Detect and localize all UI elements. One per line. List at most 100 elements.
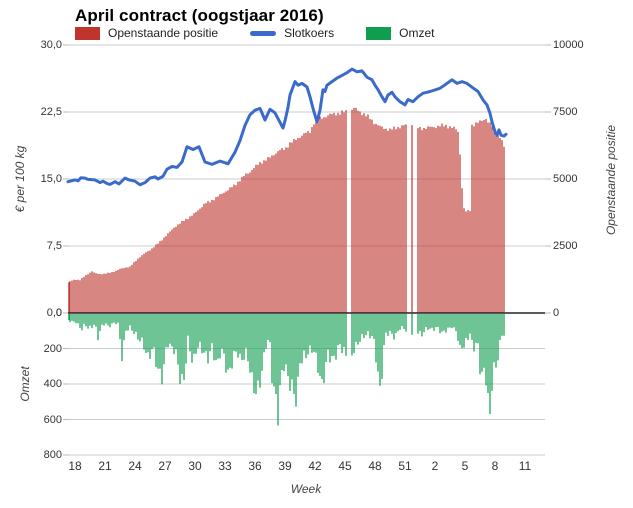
legend-swatch-red-icon — [75, 26, 100, 40]
omzet-bar — [143, 314, 145, 350]
omzet-bar — [377, 314, 379, 372]
omzet-bar — [285, 314, 287, 365]
omzet-bar — [327, 314, 329, 350]
omzet-bar — [481, 314, 483, 372]
openstaande-positie-bar — [151, 248, 153, 313]
openstaande-positie-bar — [313, 124, 315, 313]
openstaande-positie-bar — [461, 188, 463, 313]
openstaande-positie-bar — [465, 211, 467, 313]
omzet-bar — [159, 314, 161, 369]
omzet-bar — [137, 314, 139, 340]
omzet-bar — [271, 314, 273, 384]
legend-item-slotkoers[interactable]: Slotkoers — [250, 26, 334, 40]
openstaande-positie-bar — [191, 215, 193, 313]
omzet-bar — [85, 314, 87, 327]
openstaande-positie-bar — [307, 131, 309, 313]
openstaande-positie-bar — [95, 273, 97, 313]
openstaande-positie-bar — [341, 110, 343, 313]
omzet-bar — [395, 314, 397, 333]
omzet-bar — [313, 314, 315, 352]
openstaande-positie-bar — [501, 140, 503, 313]
omzet-bar — [171, 314, 173, 347]
omzet-bar — [155, 314, 157, 368]
omzet-bar — [423, 314, 425, 333]
omzet-bar — [403, 314, 405, 329]
week-axis-tick-label: 5 — [461, 459, 469, 473]
omzet-bar — [283, 314, 285, 372]
omzet-bar — [235, 314, 237, 352]
openstaande-positie-bar — [103, 273, 105, 313]
openstaande-positie-bar — [481, 121, 483, 313]
omzet-bar — [121, 314, 123, 362]
openstaande-positie-bar — [411, 125, 413, 313]
omzet-bar — [459, 314, 461, 345]
openstaande-positie-bar — [487, 122, 489, 314]
openstaande-positie-bar — [375, 123, 377, 313]
openstaande-positie-bar — [293, 138, 295, 313]
omzet-bar — [353, 314, 355, 354]
openstaande-positie-bar — [227, 190, 229, 313]
openstaande-positie-bar — [367, 114, 369, 313]
openstaande-positie-bar — [203, 203, 205, 313]
legend: Openstaande positie Slotkoers Omzet — [75, 26, 434, 40]
openstaande-positie-bar — [437, 125, 439, 314]
openstaande-positie-bar — [133, 262, 135, 313]
openstaande-positie-bar — [225, 191, 227, 313]
openstaande-positie-bar — [423, 127, 425, 313]
axis-title-openstaande-positie: Openstaande positie — [604, 124, 618, 236]
openstaande-positie-bar — [145, 252, 147, 313]
omzet-bar — [79, 314, 81, 328]
omzet-bar — [299, 314, 301, 364]
omzet-bar — [475, 314, 477, 343]
openstaande-positie-bar — [245, 173, 247, 313]
openstaande-positie-bar — [115, 270, 117, 313]
openstaande-positie-bar — [181, 220, 183, 313]
omzet-bar — [281, 314, 283, 371]
openstaande-positie-bar — [97, 273, 99, 313]
omzet-bar — [119, 314, 121, 340]
openstaande-positie-bar — [311, 126, 313, 313]
legend-label: Slotkoers — [284, 26, 335, 40]
omzet-axis-tick-label: 200 — [43, 342, 62, 355]
omzet-bar — [301, 314, 303, 364]
omzet-bar — [323, 314, 325, 384]
openstaande-positie-bar — [323, 117, 325, 314]
openstaande-positie-bar — [361, 115, 363, 313]
omzet-bar — [253, 314, 255, 394]
openstaande-positie-bar — [127, 267, 129, 313]
omzet-bar — [437, 314, 439, 327]
omzet-bar — [111, 314, 113, 324]
omzet-bar — [157, 314, 159, 369]
openstaande-positie-bar — [305, 132, 307, 313]
omzet-bar — [381, 314, 383, 379]
openstaande-positie-bar — [439, 126, 441, 313]
omzet-bar — [135, 314, 137, 332]
omzet-bar — [315, 314, 317, 353]
omzet-bar — [441, 314, 443, 332]
openstaande-positie-bar — [427, 126, 429, 313]
week-axis-tick-label: 45 — [338, 459, 352, 473]
omzet-bar — [251, 314, 253, 373]
omzet-bar — [97, 314, 99, 341]
omzet-bar — [145, 314, 147, 353]
openstaande-positie-bar — [387, 130, 389, 313]
openstaande-positie-bar — [257, 164, 259, 313]
openstaande-positie-bar — [241, 176, 243, 313]
openstaande-positie-bar — [495, 133, 497, 313]
openstaande-positie-bar — [321, 118, 323, 313]
openstaande-positie-bar — [389, 128, 391, 313]
openstaande-positie-bar — [101, 274, 103, 313]
omzet-bar — [389, 314, 391, 331]
openstaande-positie-bar — [295, 139, 297, 313]
openstaande-positie-bar — [207, 201, 209, 313]
openstaande-positie-bar — [319, 116, 321, 314]
omzet-bar — [465, 314, 467, 338]
omzet-bar — [241, 314, 243, 361]
omzet-bar — [453, 314, 455, 328]
openstaande-positie-bar — [363, 113, 365, 313]
omzet-bar — [161, 314, 163, 385]
week-axis-tick-label: 36 — [248, 459, 262, 473]
legend-item-openstaande-positie[interactable]: Openstaande positie — [75, 26, 218, 40]
omzet-bar — [151, 314, 153, 350]
legend-item-omzet[interactable]: Omzet — [366, 26, 434, 40]
